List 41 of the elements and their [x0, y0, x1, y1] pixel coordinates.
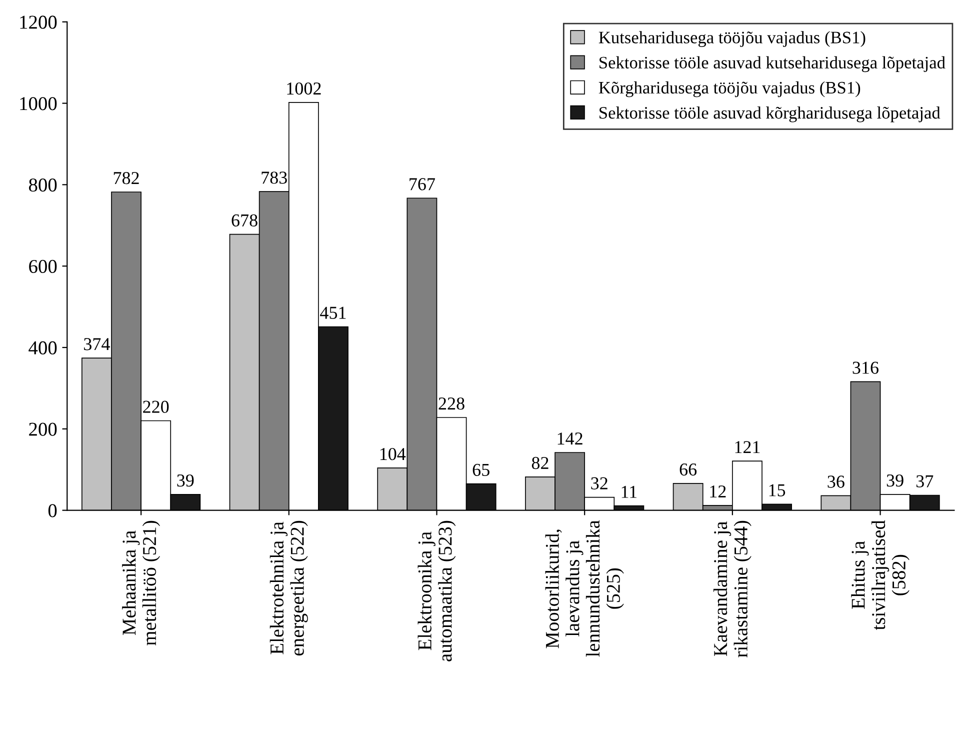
legend-label: Kõrgharidusega tööjõu vajadus (BS1)	[598, 81, 860, 98]
data-label: 228	[438, 397, 464, 410]
data-label: 782	[114, 172, 139, 184]
x-tick-label: Elektroonika ja automaatika (523)	[418, 520, 456, 662]
y-tick-label: 400	[28, 341, 57, 354]
data-label: 220	[143, 400, 169, 413]
data-label: 1002	[287, 82, 321, 95]
data-label: 678	[232, 214, 258, 227]
data-label: 11	[622, 486, 637, 498]
data-label: 82	[532, 456, 548, 470]
y-tick-label: 1000	[20, 97, 57, 110]
data-label: 39	[886, 474, 904, 487]
data-label: 37	[916, 475, 934, 488]
data-label: 374	[84, 338, 110, 350]
y-tick-label: 0	[48, 504, 57, 518]
y-tick-label: 800	[28, 178, 57, 192]
x-tick-label: Mehaanika ja metallitöö (521)	[122, 520, 160, 646]
x-tick-label: Elektrotehnika ja energeetika (522)	[270, 520, 308, 656]
x-tick-label: Mootorliikurid, laevandus ja lennundustehnika (525)	[545, 520, 624, 657]
y-tick-label: 600	[29, 260, 57, 274]
legend-label: Sektorisse tööle asuvad kutseharidusega lõpetajad	[600, 56, 946, 72]
x-tick-label: Ehitus ja tsiviilrajatised (582)	[851, 520, 910, 630]
data-label: 65	[472, 464, 490, 476]
legend-label: Sektorisse tööle asuvad kõrgharidusega lõpetajad	[600, 106, 940, 122]
y-tick-label: 200	[29, 422, 57, 436]
data-label: 316	[852, 362, 878, 374]
y-tick-label: 1200	[20, 16, 57, 29]
data-label: 39	[177, 474, 194, 487]
data-label: 36	[828, 476, 844, 488]
data-label: 15	[769, 484, 786, 496]
legend-label: Kutseharidusega tööjõu vajadus (BS1)	[598, 31, 866, 47]
x-tick-label: Kaevandamine ja rikastamine (544)	[713, 520, 752, 658]
data-label: 32	[591, 477, 608, 490]
data-label: 783	[262, 172, 287, 184]
data-label: 767	[410, 178, 435, 190]
data-label: 142	[558, 432, 582, 444]
data-label: 66	[680, 463, 697, 476]
data-label: 451	[320, 306, 346, 319]
data-label: 104	[380, 448, 406, 460]
data-label: 12	[710, 485, 726, 498]
data-label: 121	[735, 441, 760, 454]
